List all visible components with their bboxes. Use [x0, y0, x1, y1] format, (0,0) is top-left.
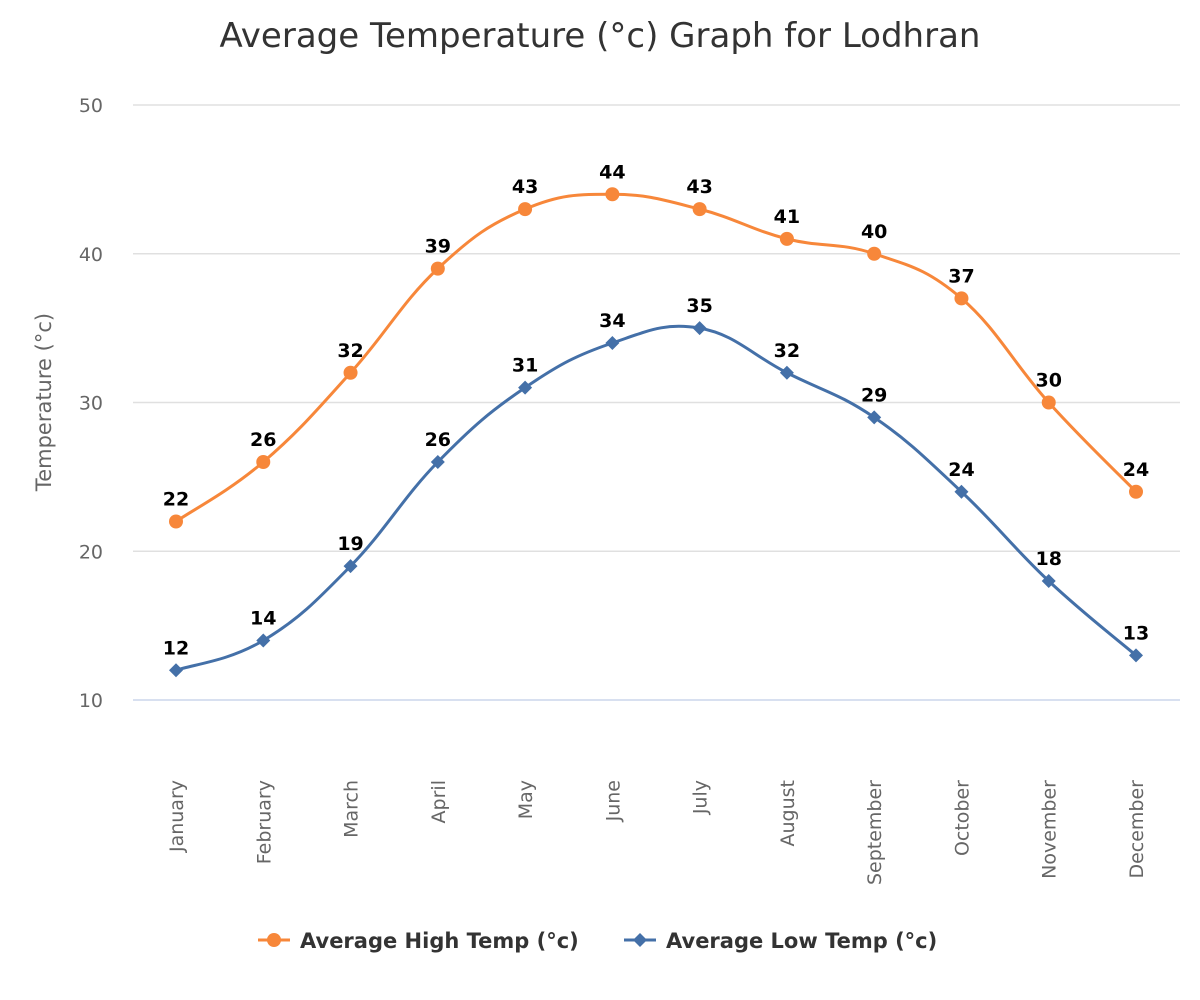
data-label: 34	[599, 310, 625, 332]
point-marker[interactable]	[256, 633, 271, 648]
y-axis-label: Temperature (°c)	[32, 313, 56, 492]
point-marker[interactable]	[779, 231, 794, 246]
point-marker[interactable]	[256, 455, 271, 469]
y-axis-ticks: 10 20 30 40 50	[79, 95, 103, 712]
point-marker[interactable]	[605, 187, 620, 202]
data-label: 32	[774, 340, 800, 362]
point-marker[interactable]	[605, 336, 620, 350]
y-tick-label: 30	[79, 393, 103, 415]
x-tick-label: June	[602, 780, 624, 822]
data-label: 43	[512, 176, 538, 198]
y-tick-label: 20	[79, 541, 103, 563]
data-label: 41	[774, 206, 800, 228]
data-label: 26	[250, 429, 276, 451]
series-line	[175, 192, 1138, 523]
point-marker[interactable]	[343, 559, 358, 574]
data-labels: 22 26 32 39 43 44 43 41 40 37 30 24 12 14 19 26 31 34 35 32…	[163, 161, 1149, 659]
point-marker[interactable]	[867, 410, 882, 425]
legend[interactable]: Average High Temp (°c) Average Low Temp (…	[258, 929, 937, 953]
data-label: 44	[599, 161, 625, 183]
point-marker[interactable]	[692, 202, 707, 217]
legend-label: Average Low Temp (°c)	[666, 929, 937, 953]
x-tick-label: January	[166, 780, 188, 853]
series-high	[169, 187, 1143, 529]
circle-marker-icon	[267, 933, 281, 947]
series-line	[175, 324, 1137, 672]
data-label: 22	[163, 489, 189, 511]
data-label: 24	[1123, 459, 1149, 481]
x-axis-ticks: January February March April May June July Augu…	[166, 780, 1148, 885]
x-tick-label: May	[515, 780, 537, 819]
point-marker[interactable]	[169, 514, 183, 529]
gridlines	[133, 104, 1180, 701]
point-marker[interactable]	[343, 365, 358, 380]
data-label: 30	[1036, 370, 1062, 392]
point-marker[interactable]	[1041, 574, 1056, 588]
chart-title: Average Temperature (°c) Graph for Lodhr…	[220, 16, 981, 56]
data-label: 37	[948, 265, 974, 287]
point-marker[interactable]	[430, 455, 445, 469]
legend-item-low[interactable]: Average Low Temp (°c)	[624, 929, 937, 953]
data-label: 18	[1036, 548, 1062, 570]
x-tick-label: March	[341, 780, 363, 838]
point-marker[interactable]	[954, 484, 969, 499]
y-tick-label: 50	[79, 95, 103, 117]
data-label: 19	[337, 533, 363, 555]
y-tick-label: 10	[79, 690, 103, 712]
data-label: 14	[250, 608, 276, 630]
x-tick-label: August	[777, 780, 799, 847]
point-marker[interactable]	[430, 261, 445, 276]
data-label: 26	[425, 429, 451, 451]
data-label: 12	[163, 637, 189, 659]
diamond-marker-icon	[633, 933, 647, 947]
point-marker[interactable]	[1041, 395, 1056, 410]
data-label: 39	[425, 236, 451, 258]
y-tick-label: 40	[79, 244, 103, 266]
data-label: 43	[686, 176, 712, 198]
x-tick-label: September	[864, 780, 886, 885]
data-label: 31	[512, 355, 538, 377]
x-tick-label: July	[690, 780, 712, 815]
point-marker[interactable]	[867, 246, 882, 261]
data-label: 24	[948, 459, 974, 481]
x-tick-label: November	[1039, 780, 1061, 879]
point-marker[interactable]	[1129, 484, 1143, 499]
point-marker[interactable]	[692, 321, 707, 336]
legend-item-high[interactable]: Average High Temp (°c)	[258, 929, 579, 953]
series-layer	[169, 187, 1143, 678]
point-marker[interactable]	[1129, 648, 1143, 663]
point-marker[interactable]	[169, 663, 183, 678]
x-tick-label: February	[253, 780, 275, 864]
point-marker[interactable]	[518, 202, 533, 217]
x-tick-label: April	[428, 780, 450, 823]
data-label: 29	[861, 384, 887, 406]
x-tick-label: October	[951, 780, 973, 856]
x-tick-label: December	[1126, 780, 1148, 879]
point-marker[interactable]	[954, 291, 969, 306]
data-label: 35	[686, 295, 712, 317]
data-label: 13	[1123, 622, 1149, 644]
point-marker[interactable]	[779, 365, 794, 380]
legend-label: Average High Temp (°c)	[300, 929, 579, 953]
point-marker[interactable]	[518, 380, 533, 395]
data-label: 32	[337, 340, 363, 362]
series-low	[169, 321, 1143, 678]
data-label: 40	[861, 221, 887, 243]
